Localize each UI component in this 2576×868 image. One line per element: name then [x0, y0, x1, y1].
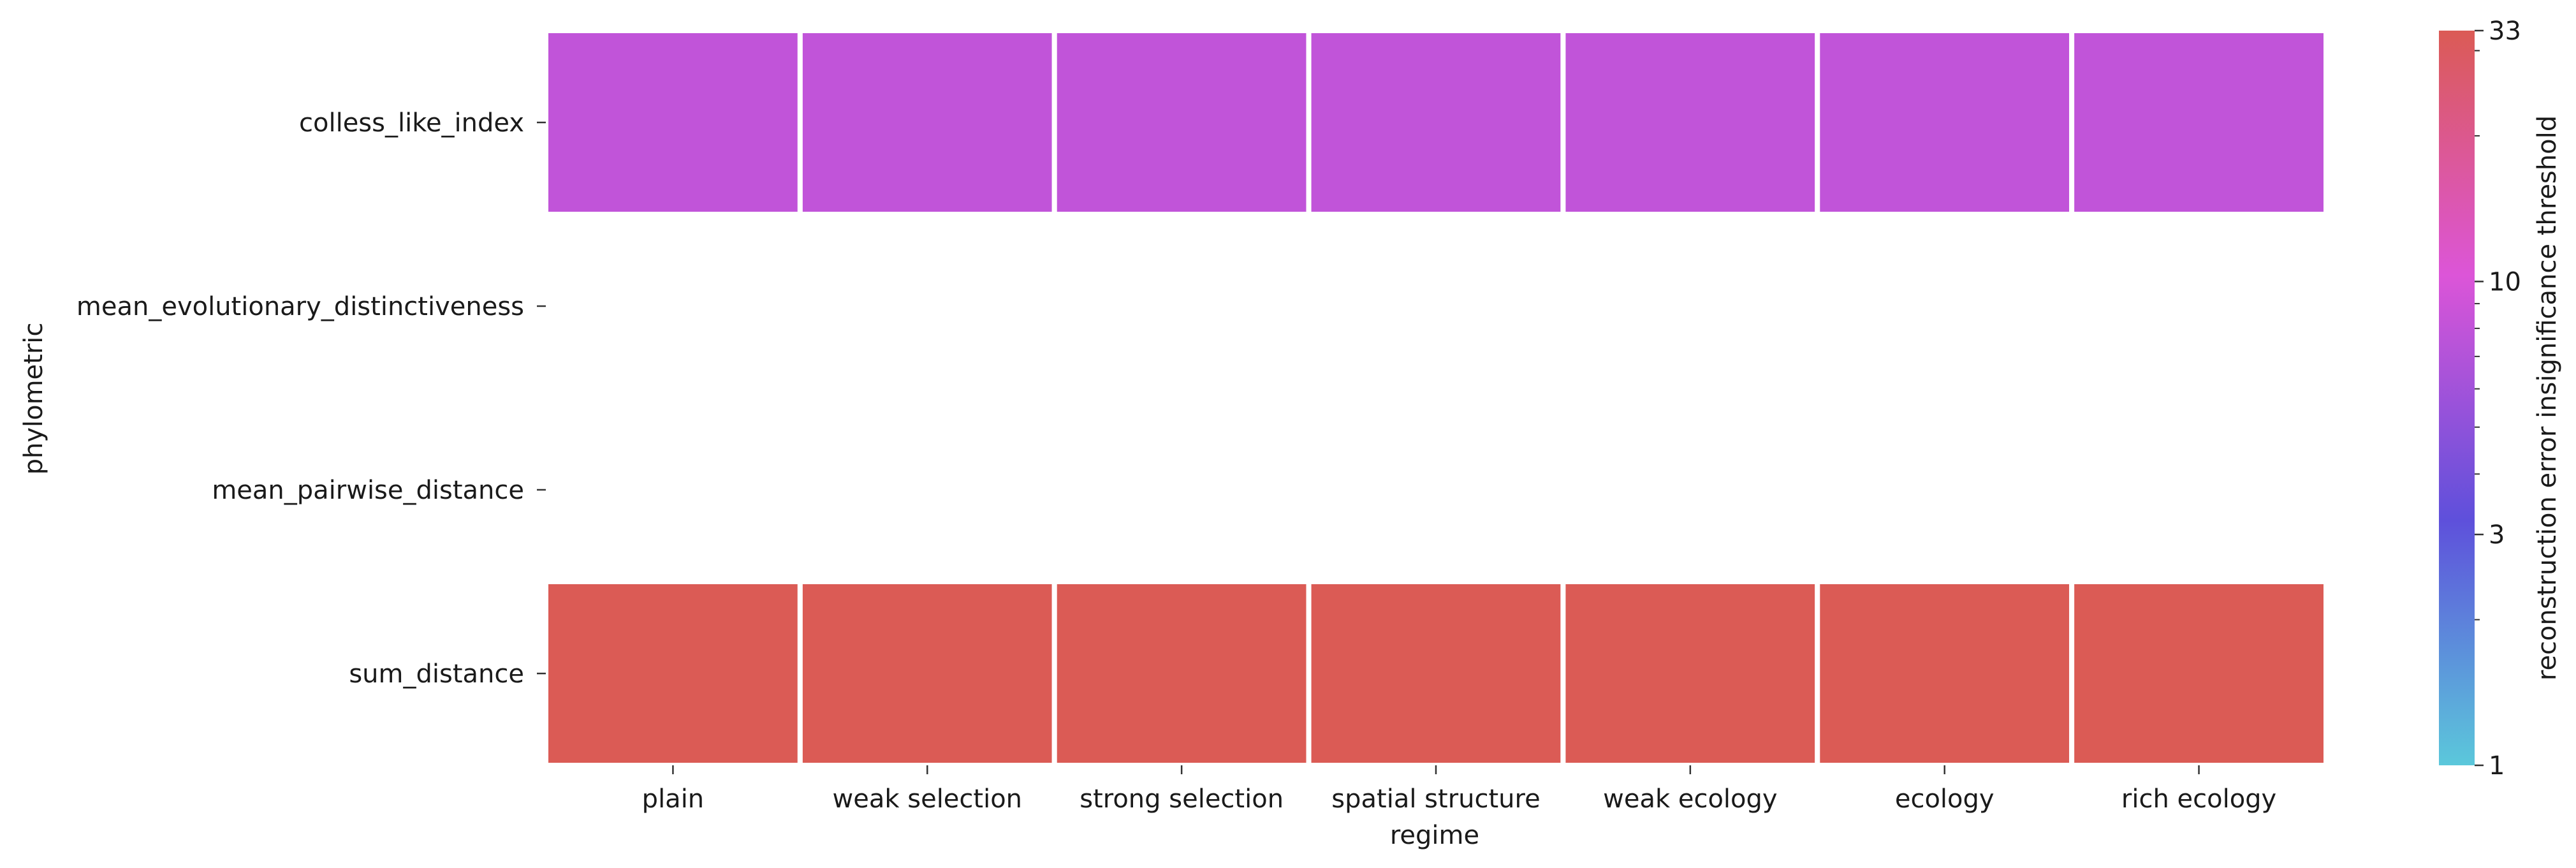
y-tick-label: mean_evolutionary_distinctiveness — [77, 292, 524, 321]
y-tick-label: mean_pairwise_distance — [212, 476, 524, 505]
heatmap-cell — [1306, 28, 1566, 217]
y-axis-ticks: colless_like_index mean_evolutionary_dist… — [77, 108, 546, 689]
x-axis-ticks: plain weak selection strong selection spati… — [642, 765, 2276, 814]
heatmap-cell — [543, 579, 803, 768]
heatmap-cell — [543, 28, 803, 217]
heatmap-cell — [1051, 579, 1312, 768]
heatmap-cells — [543, 28, 2329, 768]
x-tick-label: plain — [642, 784, 704, 814]
colorbar-tick-label: 10 — [2489, 267, 2521, 297]
colorbar-label: reconstruction error insignificance thre… — [2533, 115, 2562, 680]
x-tick-label: rich ecology — [2121, 784, 2276, 814]
heatmap-cell — [1560, 579, 1820, 768]
x-tick-label: weak ecology — [1603, 784, 1777, 814]
x-axis-label: regime — [1390, 821, 1479, 850]
heatmap-cell — [797, 28, 1057, 217]
colorbar: 1 3 10 33 reconstruction error insignifican… — [2439, 17, 2562, 781]
colorbar-ticks: 1 3 10 33 — [2475, 17, 2521, 781]
colorbar-tick-label: 33 — [2489, 17, 2521, 46]
heatmap-cell — [1306, 579, 1566, 768]
y-tick-label: colless_like_index — [299, 108, 524, 138]
x-tick-label: weak selection — [833, 784, 1023, 814]
heatmap-cell — [1051, 28, 1312, 217]
heatmap-cell — [1815, 28, 2075, 217]
heatmap-cell — [1560, 28, 1820, 217]
colorbar-gradient — [2439, 31, 2475, 765]
colorbar-tick-label: 1 — [2489, 751, 2505, 781]
heatmap-cell — [1815, 579, 2075, 768]
x-tick-label: spatial structure — [1331, 784, 1540, 814]
heatmap-cell — [797, 579, 1057, 768]
y-axis-label: phylometric — [19, 323, 48, 475]
colorbar-tick-label: 3 — [2489, 520, 2505, 550]
heatmap-cell — [2069, 28, 2329, 217]
x-tick-label: strong selection — [1079, 784, 1284, 814]
x-tick-label: ecology — [1895, 784, 1994, 814]
y-tick-label: sum_distance — [349, 659, 524, 689]
heatmap-cell — [2069, 579, 2329, 768]
